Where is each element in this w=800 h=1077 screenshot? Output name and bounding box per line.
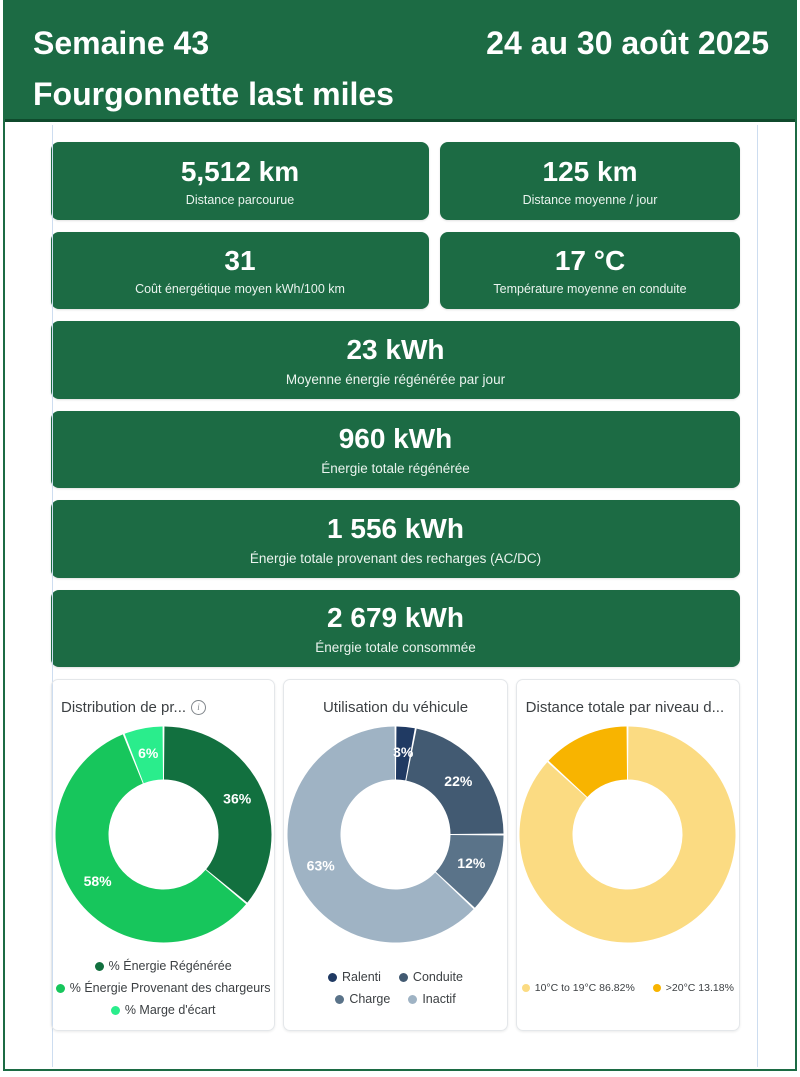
- svg-text:36%: 36%: [223, 791, 252, 807]
- svg-text:58%: 58%: [83, 873, 112, 889]
- svg-text:12%: 12%: [457, 855, 486, 871]
- svg-text:22%: 22%: [444, 773, 473, 789]
- svg-text:63%: 63%: [307, 858, 336, 874]
- svg-text:6%: 6%: [138, 745, 159, 761]
- svg-text:3%: 3%: [393, 744, 414, 760]
